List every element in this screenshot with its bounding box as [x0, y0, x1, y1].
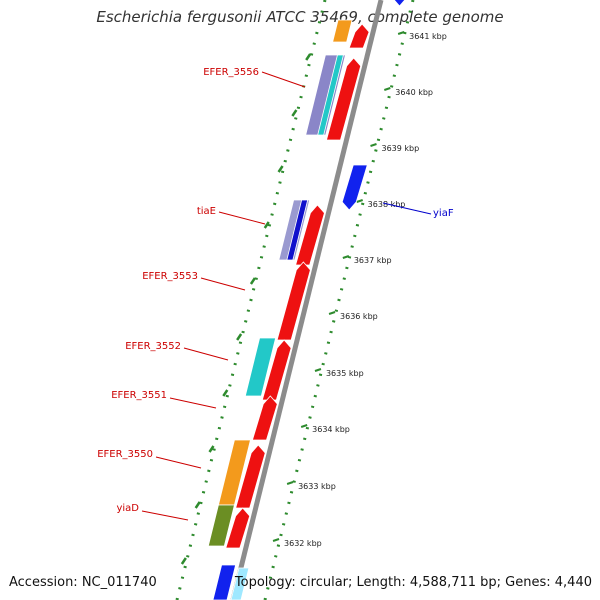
inner-dotted-line — [175, 0, 327, 600]
gene-arrow-efer-3556[interactable] — [325, 57, 362, 141]
scale-tick — [356, 199, 363, 203]
label-leader-line — [200, 277, 246, 291]
gene-block-orange[interactable] — [332, 19, 353, 43]
gene-arrow-yiaf[interactable] — [341, 164, 368, 211]
scale-label: 3641 kbp — [409, 32, 447, 41]
inner-tick — [277, 165, 284, 173]
scale-label: 3632 kbp — [284, 539, 322, 548]
gene-block-teal[interactable] — [244, 337, 277, 397]
tick-marks — [180, 31, 405, 565]
scale-label: 3633 kbp — [298, 482, 336, 491]
gene-block-teal[interactable] — [317, 54, 344, 136]
gene-block-blue[interactable] — [212, 564, 237, 600]
inner-tick — [305, 53, 312, 61]
gene-block-cyan[interactable] — [230, 567, 250, 600]
scale-label: 3638 kbp — [368, 200, 406, 209]
gene-label: yiaF — [433, 208, 454, 219]
label-leader-line — [218, 211, 266, 225]
label-leader-line — [141, 510, 189, 521]
map-title: Escherichia fergusonii ATCC 35469, compl… — [96, 8, 504, 26]
scale-label: 3635 kbp — [326, 369, 364, 378]
gene-arrow-efer-3553[interactable] — [276, 261, 311, 341]
gene-label: EFER_3552 — [125, 341, 181, 352]
scale-labels: 3641 kbp 3640 kbp 3639 kbp 3638 kbp 3637 kbp… — [284, 32, 447, 548]
accession-text: Accession: NC_011740 — [9, 575, 157, 590]
gene-arrow-yiad[interactable] — [225, 507, 251, 549]
gene-label: EFER_3553 — [142, 271, 198, 282]
gene-label: tiaE — [197, 206, 216, 217]
gene-block-blue[interactable] — [286, 199, 309, 261]
gene-arrow-reverse[interactable] — [393, 0, 409, 7]
inner-tick — [291, 109, 298, 117]
gene-arrow-tiae[interactable] — [295, 204, 325, 266]
scale-tick — [286, 481, 294, 485]
gene-arrow-efer-3551[interactable] — [251, 395, 278, 441]
scale-label: 3640 kbp — [395, 88, 433, 97]
scale-tick — [300, 424, 308, 428]
label-leader-line — [155, 456, 202, 469]
scale-label: 3639 kbp — [381, 144, 419, 153]
inner-tick — [194, 501, 201, 509]
dotted-guides — [175, 0, 415, 600]
scale-tick — [342, 255, 350, 259]
label-leader-line — [382, 202, 432, 215]
inner-tick — [222, 389, 229, 397]
scale-tick — [328, 311, 336, 315]
gene-label: yiaD — [116, 503, 139, 514]
scale-tick — [370, 143, 377, 147]
scale-tick — [314, 368, 322, 372]
scale-label: 3634 kbp — [312, 425, 350, 434]
scale-tick — [272, 538, 280, 542]
gene-label: EFER_3556 — [203, 67, 259, 78]
scale-tick — [383, 87, 391, 91]
inner-tick — [180, 557, 187, 565]
gene-label: EFER_3551 — [111, 390, 167, 401]
label-leader-line — [169, 397, 217, 409]
topology-text: Topology: circular; Length: 4,588,711 bp… — [234, 575, 592, 590]
gene-arrow-efer-3550[interactable] — [235, 444, 266, 509]
gene-label: EFER_3550 — [97, 449, 153, 460]
label-leader-line — [183, 347, 229, 361]
inner-tick — [236, 333, 243, 341]
outer-dotted-line — [263, 0, 415, 600]
label-leader-line — [261, 71, 306, 88]
scale-label: 3636 kbp — [340, 312, 378, 321]
gene-labels: EFER_3556 tiaE yiaF EFER_3553 EFER_3552 EFER_… — [97, 67, 454, 521]
genome-backbone — [230, 0, 384, 600]
scale-tick — [397, 31, 405, 35]
inner-tick — [249, 277, 256, 285]
gene-arrow[interactable] — [348, 23, 370, 49]
inner-tick — [263, 221, 270, 229]
gene-features[interactable] — [207, 0, 409, 600]
gene-arrow-efer-3552[interactable] — [261, 339, 292, 401]
gene-block-olive[interactable] — [207, 504, 235, 547]
scale-label: 3637 kbp — [354, 256, 392, 265]
inner-tick — [208, 445, 215, 453]
